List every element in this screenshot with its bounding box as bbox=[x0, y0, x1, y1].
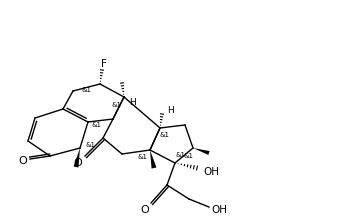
Text: &1: &1 bbox=[137, 154, 147, 160]
Text: O: O bbox=[141, 205, 149, 215]
Text: &1: &1 bbox=[183, 153, 193, 159]
Text: &1: &1 bbox=[160, 132, 170, 138]
Text: H: H bbox=[129, 97, 135, 107]
Text: OH: OH bbox=[203, 167, 219, 177]
Text: O: O bbox=[73, 158, 82, 168]
Text: OH: OH bbox=[211, 205, 227, 215]
Text: &1: &1 bbox=[85, 142, 95, 148]
Text: &1: &1 bbox=[111, 102, 121, 108]
Polygon shape bbox=[73, 148, 80, 167]
Text: &1: &1 bbox=[81, 87, 91, 93]
Polygon shape bbox=[150, 150, 156, 169]
Text: H: H bbox=[166, 106, 173, 114]
Text: &1: &1 bbox=[176, 152, 186, 158]
Text: F: F bbox=[101, 59, 107, 69]
Text: O: O bbox=[19, 156, 27, 166]
Text: &1: &1 bbox=[92, 122, 102, 128]
Polygon shape bbox=[193, 148, 210, 155]
